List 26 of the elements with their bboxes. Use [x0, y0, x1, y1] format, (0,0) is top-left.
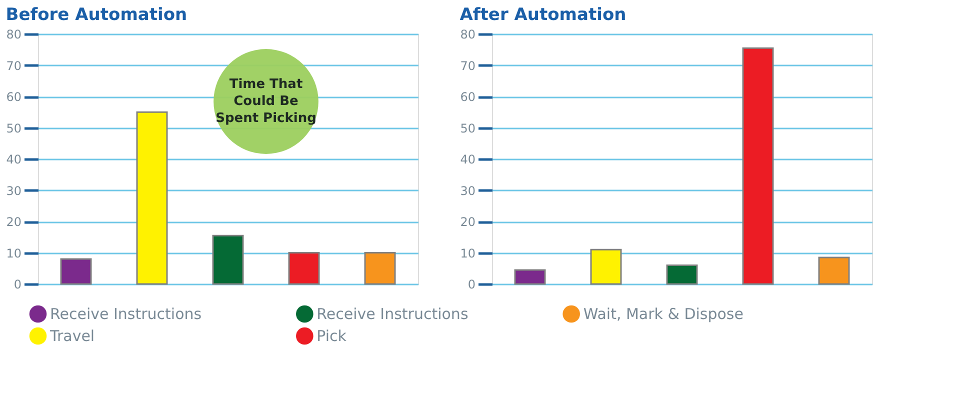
legend-label: Pick — [316, 327, 347, 345]
y-tick-label: 10 — [460, 246, 476, 260]
y-tick-label: 0 — [14, 278, 22, 292]
chart-title: Before Automation — [6, 5, 188, 25]
annotation: Time That Could Be Spent Picking — [216, 77, 316, 126]
y-tick-label: 20 — [6, 215, 22, 229]
y-tick-label: 50 — [460, 121, 476, 136]
legend-label: Receive Instructions — [50, 305, 202, 323]
y-tick-label: 40 — [460, 152, 476, 166]
y-tick-label: 0 — [468, 278, 476, 292]
legend-label: Receive Instructions — [316, 305, 468, 323]
y-tick-label: 40 — [6, 152, 22, 166]
y-tick-label: 60 — [6, 90, 22, 104]
legend-label: Wait, Mark & Dispose — [583, 305, 744, 323]
y-tick-label: 10 — [6, 246, 22, 260]
y-tick-label: 30 — [6, 184, 22, 198]
chart-title: After Automation — [460, 5, 626, 25]
y-tick-label: 70 — [460, 58, 476, 73]
legend-label: Travel — [49, 327, 95, 345]
y-tick-label: 60 — [460, 90, 476, 104]
y-tick-label: 70 — [6, 58, 22, 73]
y-tick-label: 30 — [460, 184, 476, 198]
y-tick-label: 20 — [460, 215, 476, 229]
y-tick-label: 80 — [6, 28, 22, 42]
y-tick-label: 80 — [460, 28, 476, 42]
y-tick-label: 50 — [6, 121, 22, 136]
